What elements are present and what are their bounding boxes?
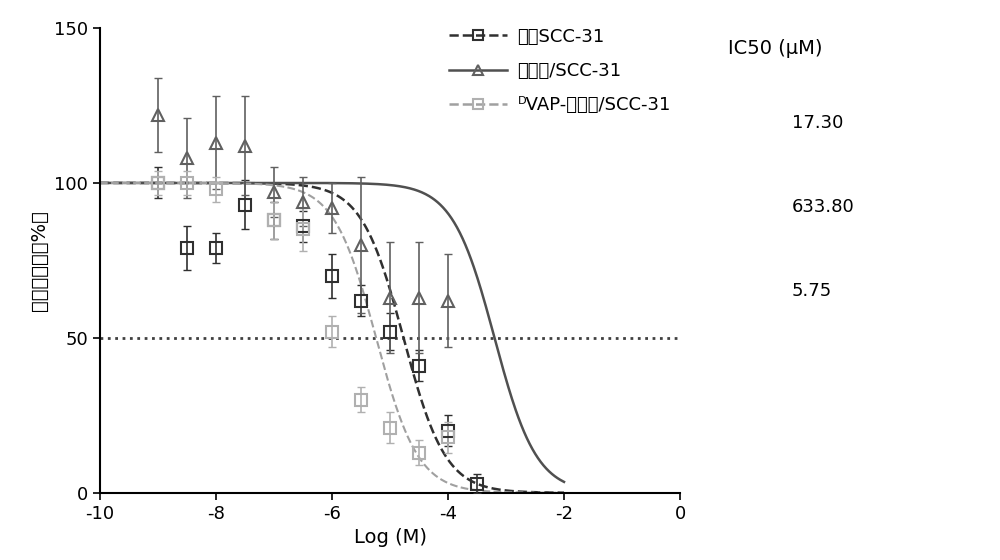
Text: 17.30: 17.30 [792,114,843,132]
Y-axis label: 细胞存活率（%）: 细胞存活率（%） [30,210,49,311]
Text: IC50 (μM): IC50 (μM) [728,39,822,58]
Text: 5.75: 5.75 [792,282,832,300]
X-axis label: Log (M): Log (M) [354,528,426,547]
Text: 633.80: 633.80 [792,198,855,216]
Legend: 游离SCC-31, 脂质体/SCC-31, ᴰVAP-脂质体/SCC-31: 游离SCC-31, 脂质体/SCC-31, ᴰVAP-脂质体/SCC-31 [449,28,671,114]
